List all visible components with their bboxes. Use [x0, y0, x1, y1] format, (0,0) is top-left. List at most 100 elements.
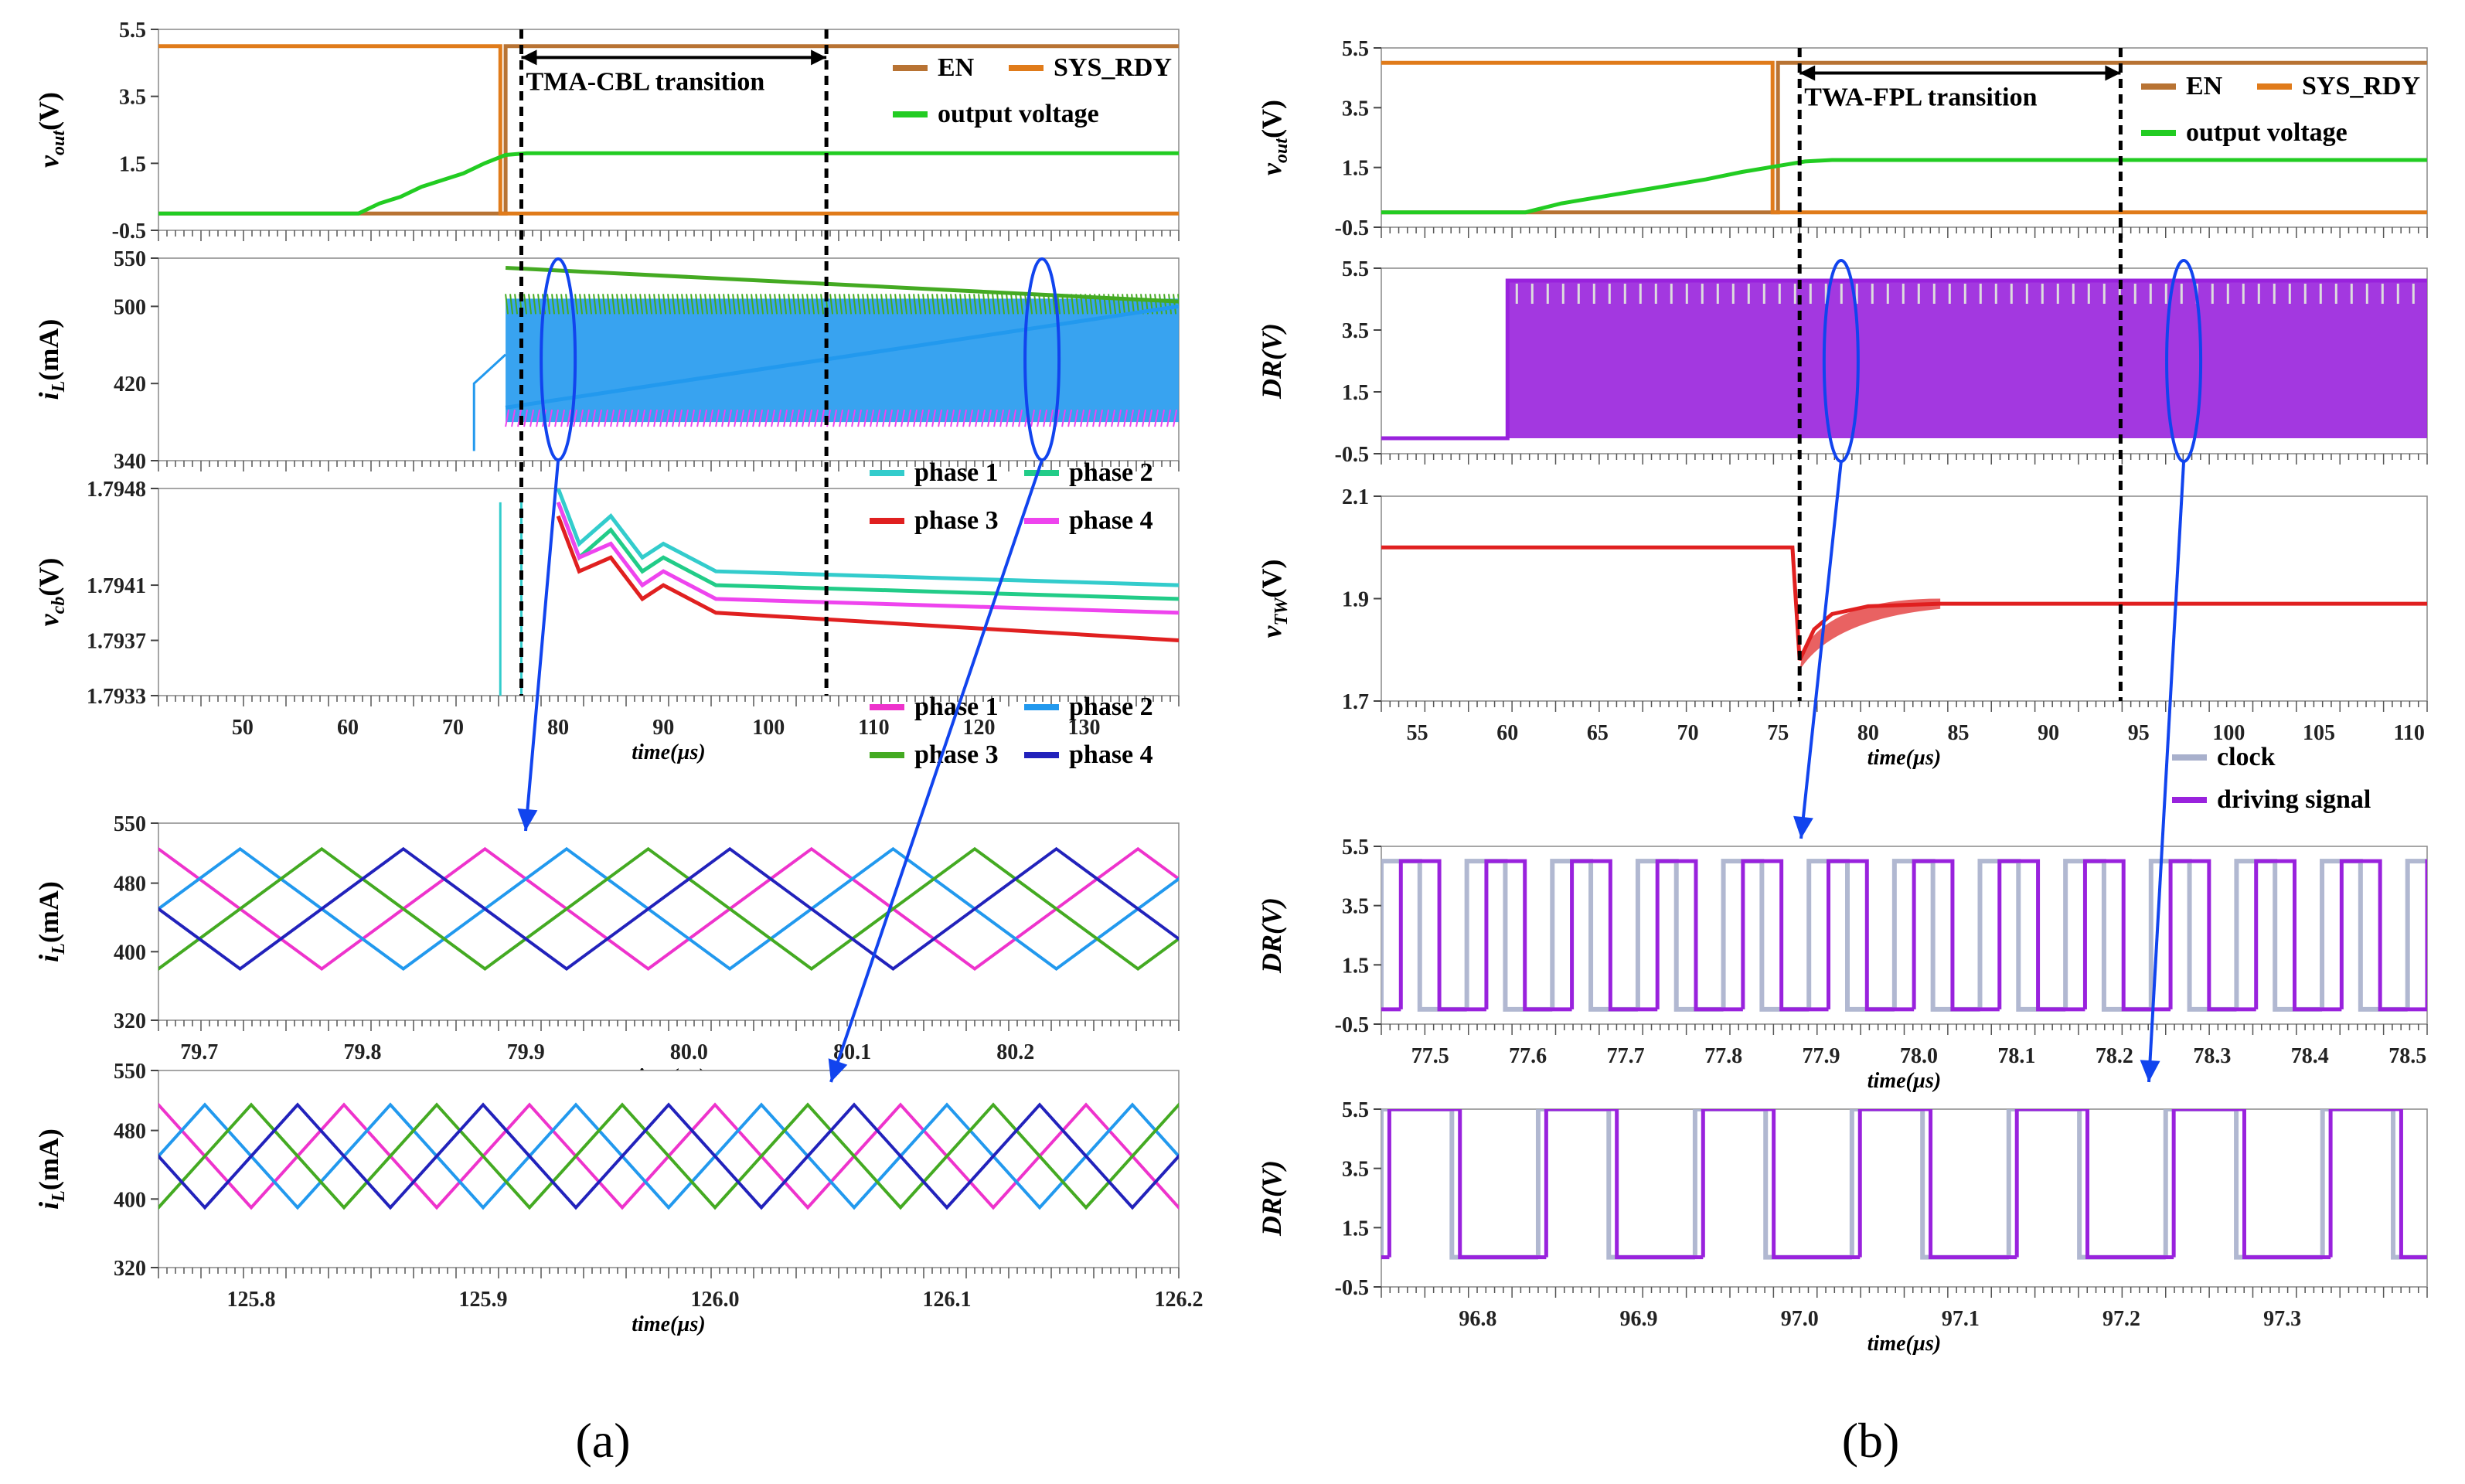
plot-b-dr: 5.5 3.5 1.5 -0.5 DR(V) [1256, 257, 2428, 467]
y-axis-label-sub: out [1272, 138, 1292, 163]
y-axis-label: DR(V) [1256, 1160, 1287, 1237]
x-tick-label: 78.3 [2193, 1044, 2231, 1068]
y-tick-label: 1.5 [1342, 1217, 1369, 1241]
y-tick-label: 1.7937 [87, 630, 146, 654]
series-phase-3 [158, 846, 1179, 971]
x-tick-label: 65 [1587, 721, 1609, 745]
x-tick-label: 70 [1677, 721, 1699, 745]
series-sys_rdy [1381, 60, 2427, 215]
x-tick-label: 97.1 [1942, 1307, 1980, 1331]
legend-entry: clock [2217, 743, 2276, 771]
zoom-marker-1-arrow-head [517, 808, 538, 831]
y-tick-label: 1.7933 [87, 685, 146, 709]
zoom-marker-3-arrow [1799, 461, 1843, 839]
x-tick-label: 77.7 [1607, 1044, 1645, 1068]
series-phase-1 [158, 1102, 1179, 1210]
y-tick-label: 340 [114, 450, 146, 474]
x-axis-label: time(µs) [1867, 1332, 1941, 1356]
y-axis-label-unit: (V) [33, 558, 64, 597]
ripple-bottom [505, 409, 1178, 427]
y-tick-label: -0.5 [112, 220, 146, 243]
plot-a-vcb: 1.7948 1.7941 1.7937 1.7933 vcb(V) 50 60 70 80 90… [33, 458, 1180, 764]
x-tick-label: 100 [752, 716, 785, 740]
plot-a-vout: 5.5 3.5 1.5 -0.5 vout(V) TMA-CBL transition EN… [33, 19, 1180, 243]
y-tick-label: 3.5 [119, 86, 146, 110]
series-phase-1 [158, 846, 1179, 971]
zoom-marker-3-arrow-head [1793, 815, 1813, 839]
x-tick-label: 80 [1857, 721, 1879, 745]
y-tick-label: -0.5 [1335, 216, 1369, 240]
plot-frame [158, 822, 1180, 1021]
series-driving-signal [1381, 859, 2427, 1012]
series-en [1381, 60, 2427, 215]
legend-entry: output voltage [2186, 118, 2348, 147]
y-tick-label: 5.5 [119, 19, 146, 43]
y-tick-label: 550 [114, 1060, 146, 1084]
y-tick-label: 500 [114, 295, 146, 319]
x-tick-label: 90 [2038, 721, 2059, 745]
legend-entry: phase 4 [1069, 506, 1153, 535]
arrow-head-right [2105, 65, 2121, 81]
y-axis-label: DR(V) [1256, 897, 1287, 974]
x-tick-label: 126.2 [1155, 1288, 1204, 1312]
x-tick-label: 126.1 [923, 1288, 972, 1312]
y-axis-label: iL(mA) [33, 881, 69, 962]
x-tick-label: 55 [1407, 721, 1428, 745]
y-axis-label: DR(V) [1256, 323, 1287, 400]
y-axis-label: vout(V) [1256, 100, 1292, 175]
x-tick-label: 50 [232, 716, 254, 740]
x-tick-label: 79.8 [344, 1040, 382, 1064]
x-tick-label: 77.5 [1411, 1044, 1449, 1068]
series-phase-1 [505, 304, 1179, 410]
y-axis-label: iL(mA) [33, 1128, 69, 1210]
x-tick-label: 70 [442, 716, 464, 740]
zoom-marker-4-arrow [2147, 461, 2186, 1083]
y-axis-label-main: v [1256, 625, 1287, 638]
x-tick-label: 77.6 [1509, 1044, 1547, 1068]
y-tick-label: 1.7 [1342, 690, 1369, 714]
x-tick-label: 97.0 [1781, 1307, 1819, 1331]
x-tick-label: 126.0 [691, 1288, 740, 1312]
x-tick-label: 110 [2393, 721, 2424, 745]
y-tick-label: 3.5 [1342, 319, 1369, 343]
y-tick-label: 550 [114, 812, 146, 836]
plot-frame [158, 1070, 1180, 1268]
y-axis-label-sub: L [49, 1190, 69, 1203]
x-tick-label: 85 [1947, 721, 1969, 745]
plot-area [1381, 278, 2427, 441]
x-tick-label: 120 [962, 716, 995, 740]
startup-transient [472, 353, 507, 451]
plot-frame [158, 29, 1180, 231]
x-tick-label: 78.5 [2388, 1044, 2426, 1068]
series-phase-3 [556, 515, 1179, 642]
arrow-head-right [811, 49, 827, 66]
x-tick-label: 125.9 [459, 1288, 508, 1312]
x-tick-label: 96.9 [1620, 1307, 1658, 1331]
y-axis-label: iL(mA) [33, 319, 69, 400]
y-axis-label-main: v [33, 613, 64, 626]
plot-a-il: 550 500 420 340 iL(mA) [33, 247, 1180, 474]
y-tick-label: 3.5 [1342, 1158, 1369, 1182]
zoom-marker-1-arrow [524, 459, 560, 832]
series-phase-2 [158, 1102, 1179, 1210]
x-tick-label: 130 [1068, 716, 1101, 740]
y-axis-label-main: i [33, 1202, 64, 1210]
x-axis-label: time(µs) [632, 1312, 705, 1336]
y-tick-label: 420 [114, 373, 146, 397]
panel-label-a: (a) [575, 1413, 630, 1468]
x-tick-label: 90 [652, 716, 674, 740]
series-sys_rdy [158, 44, 1179, 216]
ripple-top [505, 294, 1179, 315]
series-phase-4 [158, 1102, 1179, 1210]
zoom-marker-4-arrow-head [2140, 1060, 2160, 1082]
plot-area [158, 44, 1179, 216]
x-tick-label: 79.7 [180, 1040, 218, 1064]
transition-label: TWA-FPL transition [1804, 83, 2037, 111]
x-tick-label: 97.2 [2102, 1307, 2140, 1331]
x-tick-label: 80.2 [996, 1040, 1034, 1064]
series-phase-1 [556, 488, 1179, 587]
y-tick-label: 3.5 [1342, 97, 1369, 121]
